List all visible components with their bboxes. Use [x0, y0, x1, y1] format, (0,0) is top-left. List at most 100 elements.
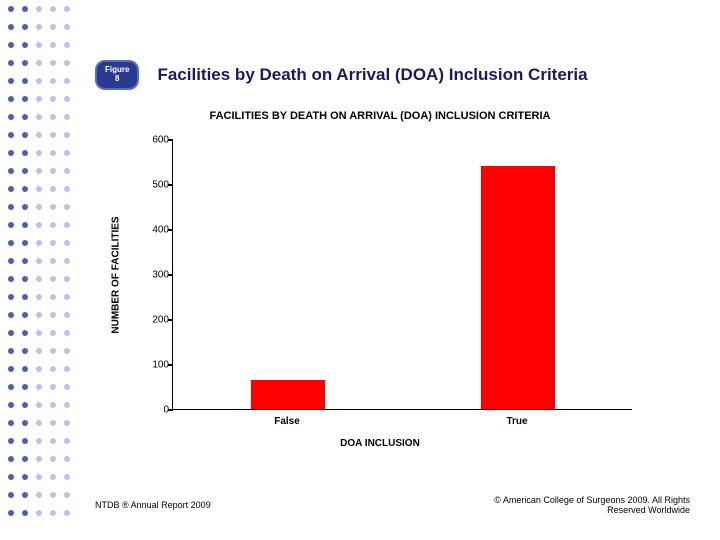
y-tick-mark	[168, 364, 173, 366]
sidebar-dot	[50, 294, 56, 300]
sidebar-dot	[8, 186, 14, 192]
sidebar-dot	[8, 456, 14, 462]
sidebar-dot	[36, 402, 42, 408]
sidebar-dot	[50, 96, 56, 102]
sidebar-dot	[50, 330, 56, 336]
sidebar-dot	[50, 438, 56, 444]
sidebar-dot	[64, 294, 70, 300]
sidebar-dot	[36, 168, 42, 174]
sidebar-dot	[8, 474, 14, 480]
y-tick-mark	[168, 409, 173, 411]
sidebar-dot	[50, 366, 56, 372]
sidebar-dot	[36, 456, 42, 462]
y-tick-mark	[168, 184, 173, 186]
sidebar-dot	[8, 96, 14, 102]
sidebar-dot	[22, 384, 28, 390]
sidebar-dot	[22, 168, 28, 174]
x-axis-label: DOA INCLUSION	[340, 438, 420, 449]
sidebar-dot	[22, 222, 28, 228]
sidebar-dot	[36, 42, 42, 48]
figure-label-bottom: 8	[105, 75, 129, 84]
sidebar-dot	[22, 456, 28, 462]
sidebar-dot	[8, 24, 14, 30]
sidebar-dot	[22, 240, 28, 246]
sidebar-dot	[8, 240, 14, 246]
sidebar-dot	[36, 348, 42, 354]
sidebar-dot	[50, 474, 56, 480]
sidebar-dot	[36, 474, 42, 480]
sidebar-dot	[50, 168, 56, 174]
sidebar-dot	[8, 294, 14, 300]
sidebar-dot	[50, 492, 56, 498]
sidebar-dot	[64, 114, 70, 120]
x-category-label: False	[274, 416, 300, 427]
chart-container: FACILITIES BY DEATH ON ARRIVAL (DOA) INC…	[100, 100, 660, 470]
sidebar-dot	[8, 510, 14, 516]
sidebar-dot	[8, 276, 14, 282]
sidebar-dot	[22, 132, 28, 138]
sidebar-dot	[64, 42, 70, 48]
sidebar-dot	[22, 78, 28, 84]
sidebar-dot	[64, 222, 70, 228]
footer-right: © American College of Surgeons 2009. All…	[470, 495, 690, 515]
page-title: Facilities by Death on Arrival (DOA) Inc…	[157, 65, 587, 85]
sidebar-dot	[8, 402, 14, 408]
sidebar-dot	[22, 438, 28, 444]
sidebar-dot	[22, 60, 28, 66]
sidebar-dot	[64, 168, 70, 174]
bar	[481, 166, 555, 409]
sidebar-dot	[22, 24, 28, 30]
sidebar-dot	[50, 348, 56, 354]
sidebar-dot	[22, 6, 28, 12]
sidebar-dot	[50, 150, 56, 156]
sidebar-dot	[22, 276, 28, 282]
y-tick-label: 600	[131, 135, 169, 146]
y-tick-label: 100	[131, 360, 169, 371]
sidebar-dot	[64, 456, 70, 462]
bar	[251, 380, 325, 409]
sidebar-dot	[64, 186, 70, 192]
sidebar-dot	[36, 330, 42, 336]
sidebar-dot	[36, 6, 42, 12]
y-tick-mark	[168, 319, 173, 321]
sidebar-dot	[36, 96, 42, 102]
sidebar-dot	[8, 114, 14, 120]
y-tick-mark	[168, 229, 173, 231]
sidebar-dot	[36, 420, 42, 426]
sidebar-dot	[36, 24, 42, 30]
sidebar-dot	[8, 312, 14, 318]
footer-left: NTDB ® Annual Report 2009	[95, 500, 211, 510]
y-tick-label: 500	[131, 180, 169, 191]
sidebar-dot	[64, 276, 70, 282]
sidebar-dot	[36, 258, 42, 264]
sidebar-dot	[22, 204, 28, 210]
sidebar-dot	[8, 222, 14, 228]
sidebar-dot	[8, 438, 14, 444]
sidebar-dot	[36, 60, 42, 66]
sidebar-dot	[64, 204, 70, 210]
y-tick-mark	[168, 274, 173, 276]
sidebar-dot	[50, 510, 56, 516]
sidebar-dot	[50, 204, 56, 210]
sidebar-dot	[36, 114, 42, 120]
x-category-label: True	[506, 416, 527, 427]
y-tick-label: 200	[131, 315, 169, 326]
sidebar-dot	[64, 258, 70, 264]
y-tick-mark	[168, 139, 173, 141]
sidebar-dot	[22, 474, 28, 480]
sidebar-dot	[64, 24, 70, 30]
sidebar-dot	[8, 150, 14, 156]
sidebar-dot	[64, 492, 70, 498]
sidebar-dot	[22, 186, 28, 192]
sidebar-dot	[36, 204, 42, 210]
sidebar-dot	[36, 186, 42, 192]
sidebar-dot	[64, 60, 70, 66]
sidebar-dot	[36, 240, 42, 246]
sidebar-dot	[22, 366, 28, 372]
sidebar-dot	[64, 402, 70, 408]
sidebar-dot	[22, 510, 28, 516]
sidebar-dot	[22, 96, 28, 102]
sidebar-dot	[36, 276, 42, 282]
sidebar-dot	[8, 348, 14, 354]
sidebar-dot	[22, 402, 28, 408]
